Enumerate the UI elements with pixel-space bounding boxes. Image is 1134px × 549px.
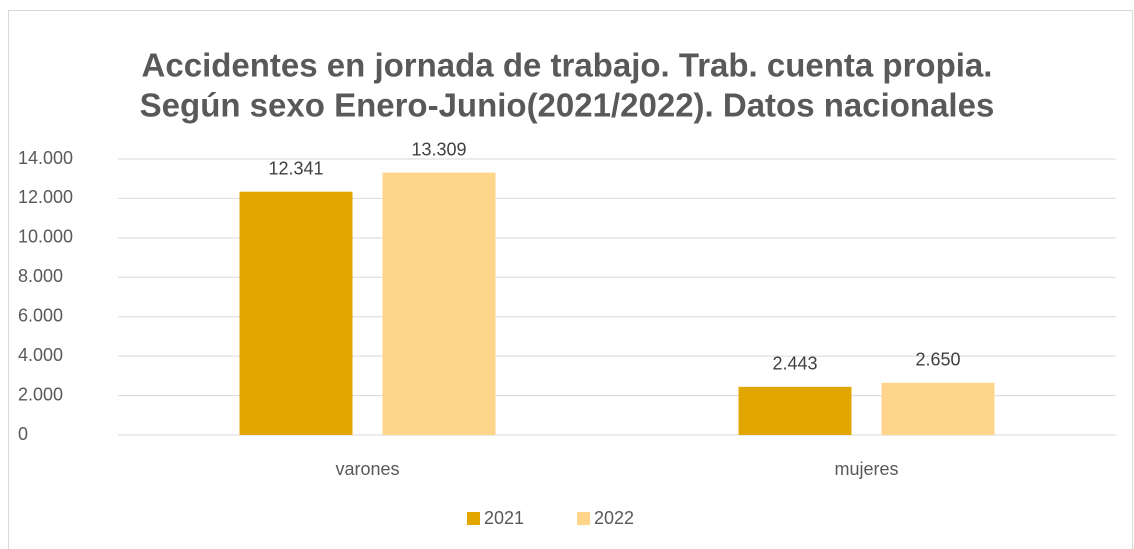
data-label: 13.309 xyxy=(411,139,466,159)
y-tick-label: 2.000 xyxy=(18,384,63,404)
chart-border xyxy=(8,10,1133,549)
y-tick-label: 0 xyxy=(18,424,28,444)
y-tick-label: 6.000 xyxy=(18,305,63,325)
legend-label: 2021 xyxy=(484,508,524,528)
y-tick-label: 12.000 xyxy=(18,187,73,207)
y-tick-label: 8.000 xyxy=(18,266,63,286)
data-label: 2.650 xyxy=(915,350,960,370)
legend-label: 2022 xyxy=(594,508,634,528)
data-label: 12.341 xyxy=(268,158,323,178)
bar xyxy=(738,386,852,435)
x-tick-label: varones xyxy=(335,459,399,479)
legend-swatch xyxy=(467,512,480,525)
bar xyxy=(239,191,353,435)
chart-title: Según sexo Enero-Junio(2021/2022). Datos… xyxy=(140,87,995,124)
bar xyxy=(382,172,496,436)
y-tick-label: 10.000 xyxy=(18,227,73,247)
bar xyxy=(881,382,995,435)
y-tick-label: 4.000 xyxy=(18,345,63,365)
data-label: 2.443 xyxy=(772,354,817,374)
x-tick-label: mujeres xyxy=(834,459,898,479)
y-tick-label: 14.000 xyxy=(18,148,73,168)
chart-title: Accidentes en jornada de trabajo. Trab. … xyxy=(142,47,993,84)
legend-swatch xyxy=(577,512,590,525)
